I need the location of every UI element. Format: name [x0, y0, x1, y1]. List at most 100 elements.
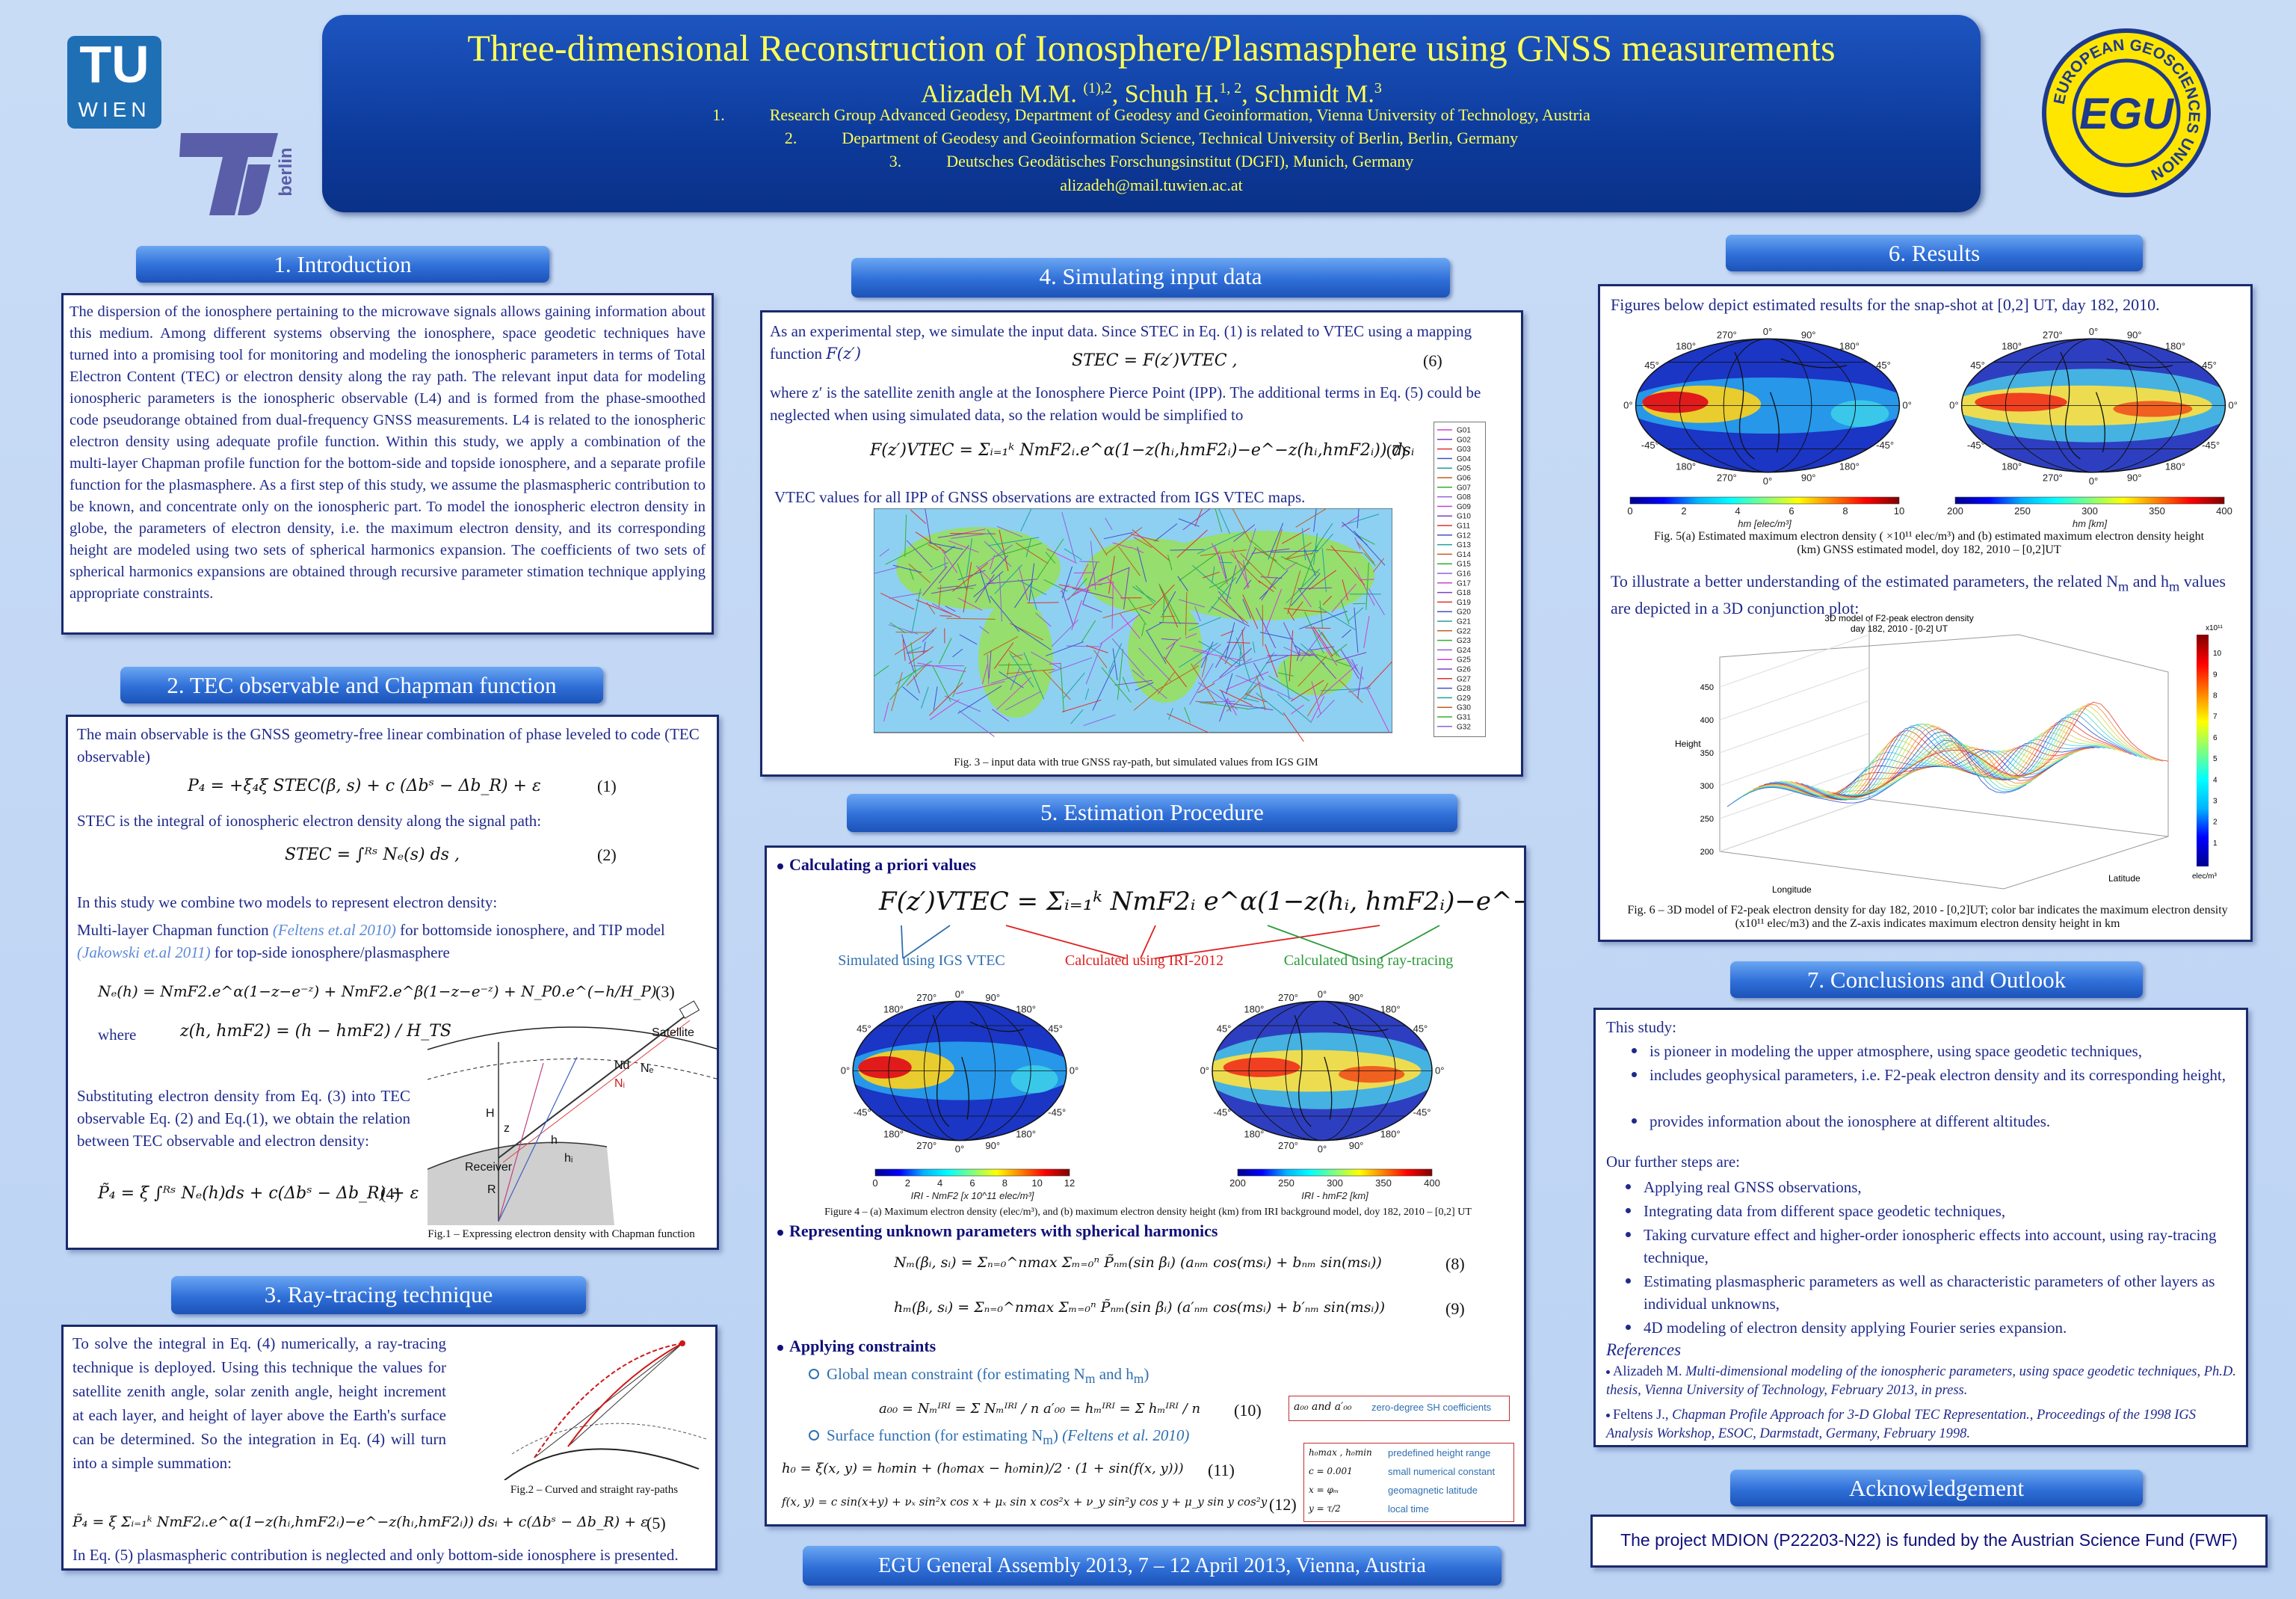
earth: [428, 1142, 614, 1225]
satellite: [679, 1000, 700, 1019]
ray-path: [1290, 573, 1321, 606]
map-lon-label: 180°: [1839, 461, 1860, 472]
ray-path: [1252, 641, 1256, 653]
ray-path: [1259, 570, 1289, 600]
ray-path: [1194, 606, 1201, 622]
ray-path: [1321, 632, 1338, 656]
ray-path: [1163, 656, 1187, 688]
ray-path: [1090, 540, 1096, 591]
legend-label: G30: [1457, 704, 1471, 712]
coastline: [932, 1014, 1024, 1127]
ray-path: [987, 537, 1040, 546]
estimation-box: Calculating a priori values F(z′)VTEC = Σ…: [765, 845, 1526, 1526]
ray-path: [1081, 620, 1096, 643]
ray-path: [1296, 649, 1300, 662]
equation-number: (7): [1386, 441, 1406, 460]
ray-path: [1070, 709, 1084, 724]
ray-path: [951, 532, 992, 539]
ray-path: [945, 606, 956, 612]
list-item: provides information about the ionospher…: [1650, 1112, 2051, 1130]
list-item: Integrating data from different space ge…: [1644, 1202, 2006, 1220]
ray-path: [1070, 575, 1111, 597]
ray-path: [1342, 629, 1352, 638]
ray-path: [883, 702, 889, 722]
ray-path: [1193, 650, 1242, 661]
ray-path: [1232, 508, 1251, 543]
map-lat-label: -45°: [1413, 1106, 1431, 1118]
equation-number: (2): [597, 845, 617, 864]
equation: h₀ = ξ(x, y) = h₀min + (h₀max − h₀min)/2…: [782, 1461, 1184, 1476]
ray-path: [1283, 712, 1305, 742]
map-band: [1975, 392, 2067, 412]
annotation-label: Simulated using IGS VTEC: [838, 952, 1005, 969]
ray-path: [1015, 542, 1049, 564]
grid-line: [1719, 765, 1870, 819]
ray-path: [1226, 681, 1261, 712]
author-affiliation: 3: [1374, 80, 1382, 96]
ray-path: [1117, 546, 1141, 576]
ray-path: [906, 646, 922, 654]
map-lon-label: 0°: [1318, 1144, 1327, 1155]
ray-path: [1321, 664, 1358, 697]
map-lon-label: 0°: [1318, 988, 1327, 999]
bullet-mark: [1626, 1232, 1631, 1237]
ray-path: [1304, 611, 1324, 654]
ray-path: [1299, 611, 1348, 629]
ray-tracing-box: To solve the integral in Eq. (4) numeric…: [61, 1325, 718, 1571]
ray-path: [1367, 660, 1392, 688]
ray-path: [1179, 645, 1208, 653]
colorbar: 0 2 4 6 8 10 12 IRI - NmF2 [x 10^11 elec/m³]: [872, 1168, 1075, 1201]
coastline: [1734, 351, 1847, 460]
ray-path: [1238, 644, 1242, 667]
colorbar-label: IRI - hmF2 [km]: [1301, 1190, 1368, 1201]
ray-path: [1184, 706, 1191, 723]
colorbar-tick: 400: [2216, 505, 2232, 517]
ray-path: [1023, 652, 1045, 700]
caption: Fig. 5(a) Estimated maximum electron den…: [1653, 530, 2205, 556]
legend-label: G13: [1457, 541, 1471, 549]
ray-path: [1170, 549, 1204, 551]
radius: [498, 1056, 578, 1222]
land: [978, 598, 1053, 718]
plot-title: 3D model of F2-peak electron density: [1824, 613, 1973, 623]
ray-path: [957, 685, 1002, 714]
list-item: is pioneer in modeling the upper atmosph…: [1650, 1042, 2142, 1060]
ray-path: [1061, 590, 1074, 626]
colorbar-label: hm [km]: [2073, 518, 2108, 529]
ray-path: [966, 538, 973, 576]
ray-path: [1353, 530, 1386, 566]
ray-path: [1212, 658, 1253, 683]
logo-shape: [179, 133, 278, 215]
satellite: [679, 1340, 685, 1346]
author-affiliation: (1),2: [1083, 80, 1112, 96]
ray-path: [973, 570, 1004, 597]
ray-path: [1226, 671, 1269, 691]
introduction-text: The dispersion of the ionosphere pertain…: [70, 304, 706, 602]
ray-path: [1102, 603, 1152, 619]
caption: Fig. 3 – input data with true GNSS ray-p…: [954, 757, 1318, 768]
equation: f(x, y) = c sin(x+y) + νₓ sin²x cos x + …: [782, 1495, 1268, 1509]
paragraph: In Eq. (5) plasmaspheric contribution is…: [72, 1546, 679, 1564]
equation: a₀₀ = Nₘᴵᴿᴵ = Σ Nₘᴵᴿᴵ / n a′₀₀ = hₘᴵᴿᴵ =…: [879, 1401, 1201, 1417]
ray-path: [929, 699, 960, 721]
label: where: [98, 1026, 137, 1044]
ray-path: [1243, 579, 1252, 590]
ray-path: [1211, 606, 1250, 627]
ray-path: [1145, 621, 1163, 632]
grid-line: [1719, 733, 1870, 786]
ray-path: [1092, 665, 1115, 711]
list-item: Estimating plasmaspheric parameters as w…: [1644, 1272, 2215, 1313]
definition-text: geomagnetic latitude: [1388, 1485, 1478, 1496]
ray-path: [1224, 622, 1235, 660]
ray-path: [1311, 627, 1338, 666]
figure-label: hᵢ: [564, 1152, 573, 1165]
map-lon-label: 90°: [2127, 330, 2142, 341]
annotation-label: Calculated using IRI-2012: [1064, 952, 1224, 969]
ray-path: [988, 650, 992, 679]
colorbar-unit: elec/m³: [2192, 872, 2217, 881]
plot-frame: [1719, 620, 2169, 890]
ray-path: [952, 648, 963, 658]
caption: Figure 4 – (a) Maximum electron density …: [824, 1207, 1472, 1218]
ray-path: [1128, 598, 1147, 625]
mesh-line: [1868, 701, 2169, 792]
